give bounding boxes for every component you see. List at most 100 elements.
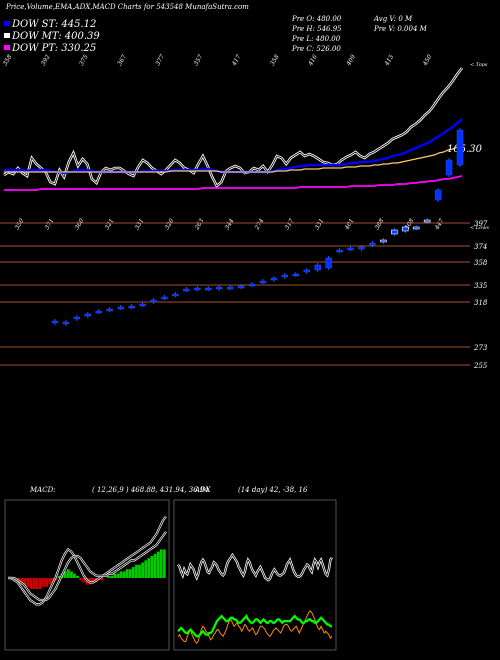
macd-histogram-bar	[156, 551, 160, 578]
legend: DOW ST: 445.12 DOW MT: 400.39 DOW PT: 33…	[4, 19, 100, 54]
candle-body	[51, 320, 59, 324]
candle-body	[391, 229, 398, 235]
macd-histogram-bar	[144, 560, 148, 578]
candle-body	[292, 273, 300, 277]
top-label: 357	[193, 53, 205, 67]
macd-histogram-bar	[131, 567, 135, 578]
low-label: 371	[44, 218, 56, 231]
macd-histogram-bar	[20, 578, 24, 585]
macd-histogram-bar	[79, 578, 83, 581]
price-ema-panel	[3, 67, 464, 191]
macd-histogram-bar	[122, 571, 126, 578]
legend-swatch-pt	[4, 45, 10, 50]
candle-body	[194, 287, 201, 291]
macd-histogram-bar	[91, 578, 95, 583]
top-label: 409	[345, 53, 357, 67]
macd-histogram-bar	[23, 578, 27, 587]
candle-body	[401, 226, 409, 232]
macd-histogram-bar	[125, 569, 129, 578]
top-label: 358	[269, 53, 281, 67]
macd-histogram-bar	[57, 575, 61, 578]
macd-histogram-bar	[82, 578, 86, 583]
top-label: 358	[2, 53, 14, 67]
low-label: 344	[224, 217, 236, 231]
low-label: 317	[284, 217, 296, 231]
macd-histogram-bar	[113, 573, 117, 578]
top-label: 450	[421, 53, 433, 67]
ema-line	[4, 118, 463, 175]
macd-histogram-bar	[76, 575, 79, 578]
macd-histogram-bar	[159, 549, 163, 578]
tops-caption: < Tops	[470, 62, 488, 68]
candle-body	[434, 189, 442, 201]
low-label: 388	[374, 217, 386, 231]
candle-body	[84, 313, 92, 317]
candle-body	[380, 239, 387, 243]
top-label: 417	[230, 53, 242, 67]
candle-body	[347, 247, 354, 251]
macd-histogram-bar	[128, 569, 132, 578]
low-label: 350	[14, 217, 26, 231]
macd-histogram-bar	[38, 578, 42, 589]
low-label: 401	[343, 218, 355, 232]
candle-body	[369, 242, 376, 246]
lows-caption: < Lows	[470, 225, 489, 231]
low-label: 263	[193, 217, 205, 231]
minus-di-line	[177, 614, 332, 638]
top-label: 377	[154, 53, 166, 67]
candle-body	[205, 287, 212, 291]
macd-histogram-bar	[45, 578, 48, 587]
info-pre-open: Pre O: 480.00	[291, 15, 342, 23]
chart-title: Price,Volume,EMA,ADX,MACD Charts for 543…	[5, 3, 249, 11]
candle-body	[270, 277, 278, 281]
candle-body	[412, 226, 420, 230]
price-info: Pre O: 480.00 Pre H: 546.95 Pre L: 480.0…	[291, 15, 428, 53]
candle-body	[73, 316, 81, 320]
candle-body	[325, 257, 332, 269]
legend-swatch-mt	[4, 33, 10, 38]
macd-line	[8, 516, 167, 605]
candle-body	[226, 286, 234, 290]
low-label: 331	[314, 218, 326, 231]
macd-histogram-bar	[29, 578, 33, 589]
candle-body	[456, 129, 464, 166]
macd-histogram-bar	[153, 553, 157, 578]
low-label: 320	[164, 217, 176, 231]
level-label: 397	[474, 220, 488, 228]
current-value-label: 105.30	[447, 144, 483, 155]
legend-label-st: DOW ST: 445.12	[11, 19, 96, 30]
level-label: 273	[473, 344, 488, 352]
macd-histogram-bar	[135, 564, 138, 578]
top-label: 392	[40, 53, 52, 67]
macd-histogram-bar	[63, 571, 67, 578]
candle-body	[358, 246, 365, 250]
info-pre-close: Pre C: 526.00	[291, 45, 341, 53]
low-label: 447	[433, 217, 445, 231]
ema-line	[4, 175, 463, 191]
macd-panel	[8, 515, 167, 606]
top-label: 367	[116, 53, 128, 67]
candle-body	[161, 296, 168, 300]
macd-histogram-bar	[116, 573, 120, 578]
price-line-outline	[3, 67, 464, 189]
level-label: 374	[474, 243, 487, 251]
top-label: 375	[78, 53, 90, 67]
macd-histogram-bar	[26, 578, 30, 587]
legend-label-mt: DOW MT: 400.39	[11, 31, 100, 42]
macd-histogram-bar	[48, 578, 52, 585]
low-label: 321	[104, 218, 116, 231]
macd-histogram-bar	[66, 569, 70, 578]
candle-body	[445, 159, 453, 176]
candle-body	[106, 308, 113, 312]
macd-histogram-bar	[107, 575, 110, 578]
legend-swatch-st	[4, 21, 10, 26]
level-label: 358	[474, 259, 488, 267]
macd-signal-line	[8, 531, 167, 601]
candle-body	[237, 285, 245, 289]
candle-body	[95, 310, 102, 314]
candle-body	[336, 249, 343, 253]
level-label: 335	[474, 282, 488, 290]
candle-body	[117, 306, 124, 310]
macd-histogram-bar	[147, 558, 151, 578]
macd-histogram-bar	[110, 575, 114, 578]
